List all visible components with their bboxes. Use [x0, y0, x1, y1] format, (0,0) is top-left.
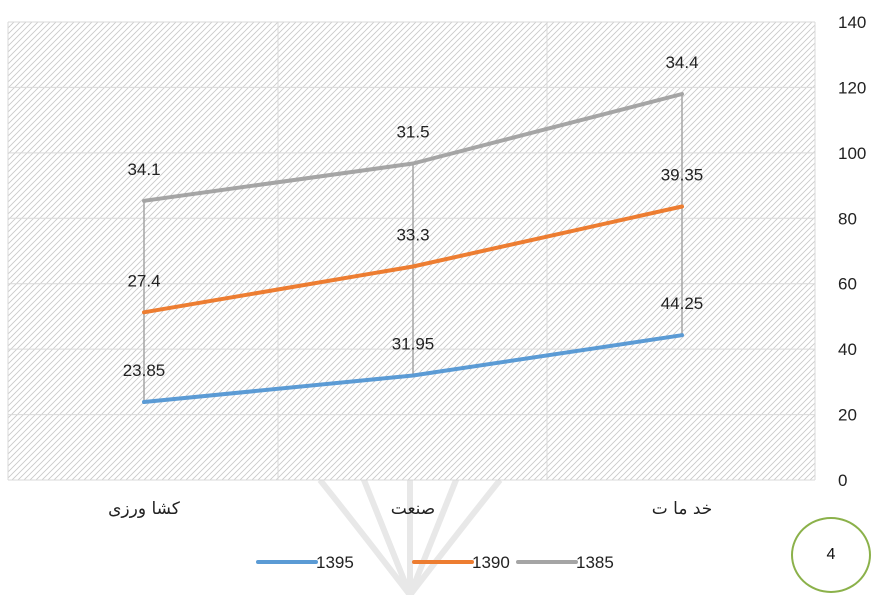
legend-label: 1395: [316, 553, 354, 572]
data-label: 31.95: [392, 334, 435, 353]
page-number-badge: 4: [791, 517, 871, 593]
data-label: 31.5: [396, 122, 429, 141]
data-label: 27.4: [127, 271, 160, 290]
data-labels: 23.85 31.95 44.25 27.4 33.3 39.35 34.1 31.5 34.4: [123, 53, 704, 380]
plot-area: [8, 22, 815, 480]
legend: 1395 1390 1385: [256, 553, 614, 572]
watermark-logo: [317, 470, 503, 595]
series-line-1395: [142, 333, 684, 404]
legend-label: 1385: [576, 553, 614, 572]
y-tick-label: 140: [838, 13, 866, 32]
data-label: 39.35: [661, 166, 704, 185]
data-label: 33.3: [396, 226, 429, 245]
vertical-gridlines: [7, 22, 816, 480]
x-axis-labels: کشا ورزی صنعت خد ما ت: [108, 499, 713, 519]
drop-lines: [143, 93, 683, 402]
y-tick-label: 60: [838, 275, 857, 294]
x-category-label: خد ما ت: [652, 499, 713, 519]
y-axis-ticks: 0 20 40 60 80 100 120 140: [838, 13, 866, 490]
data-label: 34.1: [127, 160, 160, 179]
series-lines: [142, 92, 684, 404]
legend-label: 1390: [472, 553, 510, 572]
y-tick-label: 100: [838, 144, 866, 163]
series-line-1390: [142, 204, 684, 315]
y-tick-label: 40: [838, 340, 857, 359]
data-label: 44.25: [661, 294, 704, 313]
x-category-label: صنعت: [391, 499, 435, 519]
y-tick-label: 0: [838, 471, 847, 490]
y-tick-label: 20: [838, 406, 857, 425]
data-label: 34.4: [665, 53, 698, 72]
data-label: 23.85: [123, 361, 166, 380]
gridlines: [8, 21, 815, 481]
x-category-label: کشا ورزی: [108, 499, 181, 519]
y-tick-label: 120: [838, 78, 866, 97]
series-line-1385: [142, 92, 684, 203]
page-number: 4: [826, 546, 836, 563]
y-tick-label: 80: [838, 209, 857, 228]
